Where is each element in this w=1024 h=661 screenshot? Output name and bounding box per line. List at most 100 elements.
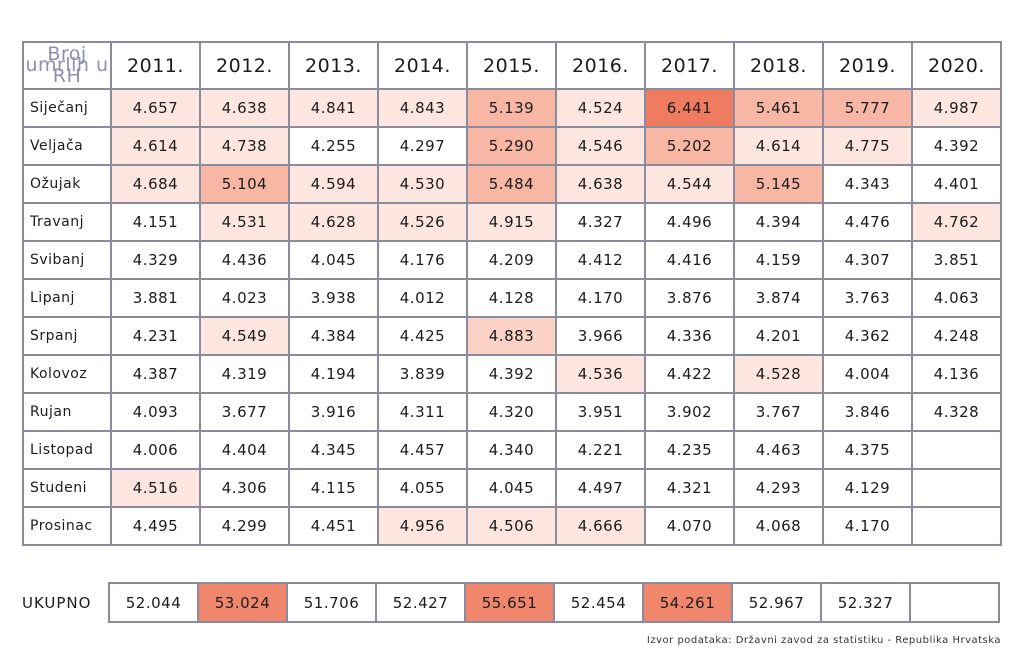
value-cell: 4.496 [644,202,735,242]
value-cell: 3.846 [822,392,913,432]
year-header: 2013. [288,41,379,90]
value-cell: 4.775 [822,126,913,166]
year-header: 2018. [733,41,824,90]
value-cell: 4.320 [466,392,557,432]
value-cell: 4.235 [644,430,735,470]
value-cell: 4.045 [466,468,557,508]
value-cell: 4.987 [911,88,1002,128]
month-label: Siječanj [22,88,112,128]
value-cell: 4.392 [466,354,557,394]
value-cell: 4.297 [377,126,468,166]
value-cell: 3.851 [911,240,1002,280]
value-cell: 4.401 [911,164,1002,204]
value-cell: 4.328 [911,392,1002,432]
value-cell: 4.055 [377,468,468,508]
total-cell: 52.327 [820,582,911,623]
value-cell: 4.329 [110,240,201,280]
source-note: Izvor podataka: Državni zavod za statist… [646,635,1001,646]
table-row: Studeni 4.516 4.306 4.115 4.055 4.045 4.497 4.3… [22,468,1002,508]
value-cell: 4.436 [199,240,290,280]
month-label: Lipanj [22,278,112,318]
year-header: 2017. [644,41,735,90]
value-cell: 4.045 [288,240,379,280]
value-cell: 4.319 [199,354,290,394]
value-cell: 5.290 [466,126,557,166]
value-cell: 4.915 [466,202,557,242]
value-cell: 4.336 [644,316,735,356]
value-cell: 4.425 [377,316,468,356]
year-header: 2019. [822,41,913,90]
value-cell: 3.966 [555,316,646,356]
value-cell: 3.938 [288,278,379,318]
value-cell: 4.549 [199,316,290,356]
value-cell: 4.495 [110,506,201,546]
value-cell: 4.883 [466,316,557,356]
year-header: 2015. [466,41,557,90]
month-label: Studeni [22,468,112,508]
value-cell: 4.068 [733,506,824,546]
value-cell: 4.231 [110,316,201,356]
value-cell: 4.159 [733,240,824,280]
value-cell: 4.384 [288,316,379,356]
value-cell: 4.457 [377,430,468,470]
value-cell: 4.594 [288,164,379,204]
value-cell: 4.115 [288,468,379,508]
value-cell: 4.638 [555,164,646,204]
value-cell: 4.362 [822,316,913,356]
value-cell: 4.412 [555,240,646,280]
value-cell: 4.340 [466,430,557,470]
value-cell: 4.614 [110,126,201,166]
value-cell: 4.451 [288,506,379,546]
total-cell: 55.651 [464,582,555,623]
value-cell: 4.536 [555,354,646,394]
total-cell: 53.024 [197,582,288,623]
value-cell: 4.392 [911,126,1002,166]
value-cell: 3.677 [199,392,290,432]
value-cell: 6.441 [644,88,735,128]
table-row: Siječanj 4.657 4.638 4.841 4.843 5.139 4.524 6.… [22,88,1002,128]
table-row: Veljača 4.614 4.738 4.255 4.297 5.290 4.546 5.2… [22,126,1002,166]
deaths-table: Broj umrlih u RH 2011. 2012. 2013. 2014. 2015… [22,41,1002,546]
value-cell: 4.657 [110,88,201,128]
value-cell: 5.777 [822,88,913,128]
header-row: Broj umrlih u RH 2011. 2012. 2013. 2014. 2015… [22,41,1002,90]
value-cell: 4.006 [110,430,201,470]
month-label: Listopad [22,430,112,470]
year-header: 2011. [110,41,201,90]
value-cell: 4.422 [644,354,735,394]
total-row: UKUPNO 52.044 53.024 51.706 52.427 55.651 52.4… [22,582,1000,623]
value-cell: 4.209 [466,240,557,280]
value-cell: 4.221 [555,430,646,470]
value-cell [911,430,1002,470]
value-cell: 4.762 [911,202,1002,242]
value-cell: 4.544 [644,164,735,204]
value-cell: 4.136 [911,354,1002,394]
value-cell [911,468,1002,508]
value-cell: 4.738 [199,126,290,166]
value-cell: 4.387 [110,354,201,394]
year-header: 2016. [555,41,646,90]
value-cell: 4.528 [733,354,824,394]
value-cell: 4.311 [377,392,468,432]
value-cell: 4.516 [110,468,201,508]
value-cell: 4.128 [466,278,557,318]
value-cell: 4.293 [733,468,824,508]
value-cell: 5.104 [199,164,290,204]
table-row: Prosinac 4.495 4.299 4.451 4.956 4.506 4.666 4.… [22,506,1002,546]
value-cell: 4.004 [822,354,913,394]
total-label: UKUPNO [22,593,92,612]
value-cell: 4.063 [911,278,1002,318]
total-cell: 52.044 [108,582,199,623]
value-cell: 4.345 [288,430,379,470]
value-cell: 4.638 [199,88,290,128]
total-cell: 52.454 [553,582,644,623]
value-cell: 3.874 [733,278,824,318]
value-cell: 4.255 [288,126,379,166]
value-cell: 4.956 [377,506,468,546]
table-row: Ožujak 4.684 5.104 4.594 4.530 5.484 4.638 4.54… [22,164,1002,204]
value-cell: 4.129 [822,468,913,508]
total-cell: 52.427 [375,582,466,623]
total-cell: 54.261 [642,582,733,623]
value-cell: 4.666 [555,506,646,546]
value-cell: 4.343 [822,164,913,204]
